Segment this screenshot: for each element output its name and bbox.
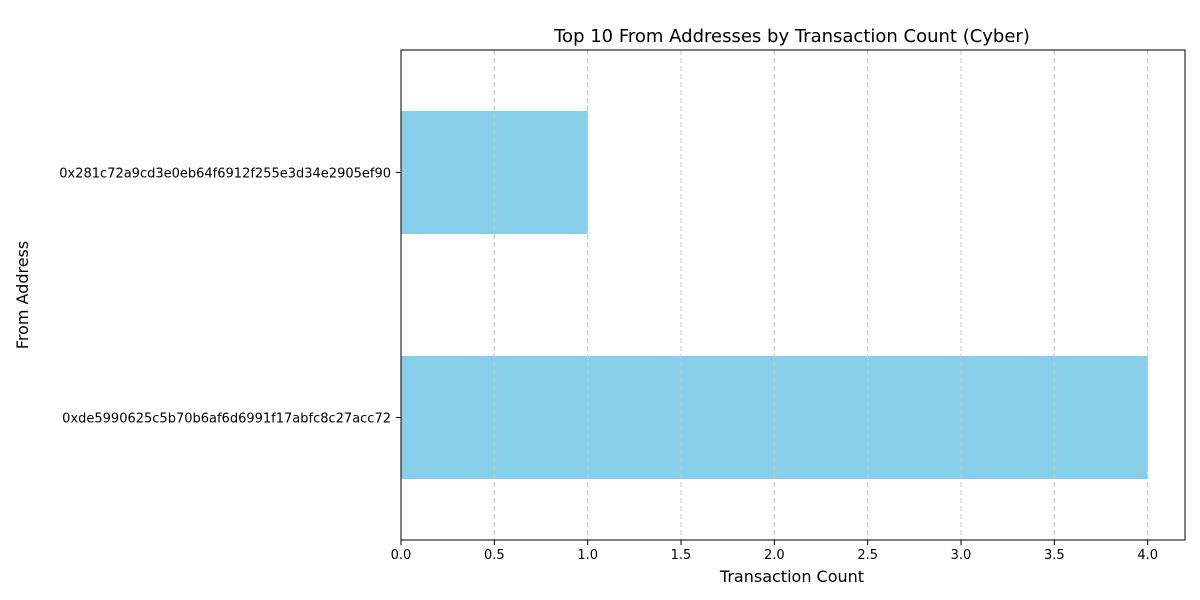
bars xyxy=(400,50,1149,540)
x-tick-label: 4.0 xyxy=(1137,548,1158,563)
x-tick-label: 3.5 xyxy=(1044,548,1065,563)
x-tick-label: 2.5 xyxy=(857,548,878,563)
x-tick-label: 1.0 xyxy=(577,548,598,563)
x-tick-label: 2.0 xyxy=(764,548,785,563)
x-axis-ticks: 0.0 0.5 1.0 1.5 2.0 2.5 3.0 3.5 4.0 xyxy=(391,540,1158,563)
plot-frame xyxy=(400,49,1186,541)
y-axis-ticks: 0xde5990625c5b70b6af6d6991f17abfc8c27acc… xyxy=(59,167,401,427)
y-tick-label: 0xde5990625c5b70b6af6d6991f17abfc8c27acc… xyxy=(62,412,391,427)
y-axis-label: From Address xyxy=(13,241,32,349)
x-tick-label: 0.0 xyxy=(391,548,412,563)
x-axis-label: Transaction Count xyxy=(719,567,864,586)
chart-title: Top 10 From Addresses by Transaction Cou… xyxy=(553,26,1030,47)
x-tick-label: 1.5 xyxy=(671,548,692,563)
x-tick-label: 3.0 xyxy=(951,548,972,563)
y-tick-label: 0x281c72a9cd3e0eb64f6912f255e3d34e2905ef… xyxy=(59,167,391,182)
x-tick-label: 0.5 xyxy=(484,548,505,563)
